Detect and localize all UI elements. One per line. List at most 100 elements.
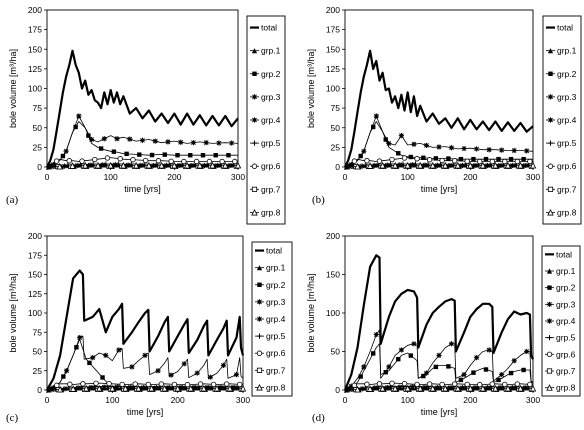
panel-label: (d) <box>312 412 325 424</box>
data-point-marker <box>92 156 98 163</box>
legend-item: grp.8 <box>545 383 576 393</box>
legend-label: grp.1 <box>266 263 286 273</box>
series-grp8 <box>46 384 247 393</box>
legend-marker <box>251 208 258 216</box>
data-point-marker <box>132 381 138 387</box>
legend-item: grp.6 <box>255 348 286 358</box>
legend-marker <box>547 140 554 146</box>
series-line <box>344 164 533 168</box>
legend-item: total <box>545 249 572 259</box>
legend-marker <box>251 117 258 123</box>
data-point-marker <box>351 382 358 389</box>
data-point-marker <box>93 380 99 386</box>
data-point-marker <box>514 158 521 165</box>
data-point-marker <box>486 347 492 353</box>
x-tick-label: 0 <box>45 172 50 182</box>
data-point-marker <box>511 358 517 364</box>
legend-marker <box>251 48 258 54</box>
data-point-marker <box>77 335 83 341</box>
data-point-marker <box>94 161 102 169</box>
series-total <box>343 254 534 391</box>
y-tick-label: 0 <box>37 385 42 395</box>
data-point-marker <box>404 384 411 392</box>
y-tick-label: 150 <box>28 44 42 54</box>
legend-item: grp.8 <box>250 207 281 217</box>
legend-marker <box>546 368 553 374</box>
data-point-marker <box>499 372 505 378</box>
data-point-marker <box>206 385 212 391</box>
y-tick-label: 25 <box>331 142 341 152</box>
data-point-marker <box>100 375 105 380</box>
legend-label: grp.2 <box>266 280 286 290</box>
legend-item: total <box>546 23 573 33</box>
x-tick-label: 200 <box>167 172 181 182</box>
data-point-marker <box>477 381 483 388</box>
data-point-marker <box>409 384 415 390</box>
data-point-marker <box>171 161 178 169</box>
data-point-marker <box>120 161 127 169</box>
data-point-marker <box>398 347 404 353</box>
x-tick-label: 300 <box>231 172 245 182</box>
x-tick-label: 0 <box>343 172 348 182</box>
data-point-marker <box>178 139 184 145</box>
data-point-marker <box>364 158 370 164</box>
data-point-marker <box>391 161 399 169</box>
data-point-marker <box>145 381 151 388</box>
data-point-marker <box>148 384 155 392</box>
data-point-marker <box>389 156 395 163</box>
data-point-marker <box>464 381 470 388</box>
data-point-marker <box>197 381 204 387</box>
data-point-marker <box>376 381 383 387</box>
data-point-marker <box>517 384 524 392</box>
y-tick-label: 125 <box>28 64 42 74</box>
legend-item: grp.4 <box>545 316 576 326</box>
legend-item: total <box>255 246 282 256</box>
legend-marker <box>256 383 263 391</box>
legend-label: grp.1 <box>556 266 576 276</box>
legend-marker <box>546 351 553 358</box>
data-point-marker <box>226 153 231 158</box>
data-point-marker <box>153 385 160 391</box>
panel-b: 0 25 50 75 100 125 150 175 200 0 100 200 300 time [yr… <box>306 5 582 225</box>
series-total <box>46 269 245 391</box>
data-point-marker <box>158 161 165 169</box>
data-point-marker <box>161 384 168 392</box>
data-point-marker <box>168 372 174 378</box>
data-point-marker <box>237 381 243 388</box>
data-point-marker <box>426 157 433 163</box>
legend: total grp.1 grp.2 grp.3 grp.4 grp.5 grp.6 grp.7… <box>246 15 286 225</box>
data-point-marker <box>354 385 361 393</box>
legend-marker <box>256 333 263 339</box>
data-point-marker <box>140 385 146 391</box>
data-point-marker <box>107 161 114 169</box>
data-point-marker <box>194 370 200 376</box>
legend-marker <box>547 285 552 290</box>
legend: total grp.1 grp.2 grp.3 grp.4 grp.5 grp.6 grp.7… <box>542 15 582 225</box>
data-point-marker <box>486 147 492 153</box>
legend-item: grp.3 <box>250 92 281 102</box>
data-point-marker <box>101 136 107 142</box>
data-point-marker <box>448 341 455 347</box>
legend-item: grp.1 <box>250 46 281 56</box>
data-point-marker <box>142 352 148 358</box>
data-point-marker <box>447 385 453 391</box>
data-point-marker <box>117 156 123 162</box>
legend-label: grp.4 <box>557 115 577 125</box>
legend-item: grp.4 <box>255 314 286 324</box>
y-axis-label: bole volume [m³/ha] <box>8 49 18 128</box>
legend-label: grp.5 <box>266 331 286 341</box>
data-point-marker <box>467 384 474 392</box>
data-point-marker <box>226 384 234 392</box>
legend-label: grp.8 <box>557 207 577 217</box>
data-point-marker <box>87 360 92 366</box>
series-line <box>46 382 244 391</box>
data-point-marker <box>127 384 133 390</box>
data-point-marker <box>183 161 191 169</box>
data-point-marker <box>223 381 230 387</box>
legend-item: grp.4 <box>250 115 281 125</box>
data-point-marker <box>207 374 213 380</box>
series-line <box>344 382 534 391</box>
series-line <box>46 165 238 168</box>
legend-label: grp.7 <box>261 184 281 194</box>
data-point-marker <box>200 153 206 158</box>
